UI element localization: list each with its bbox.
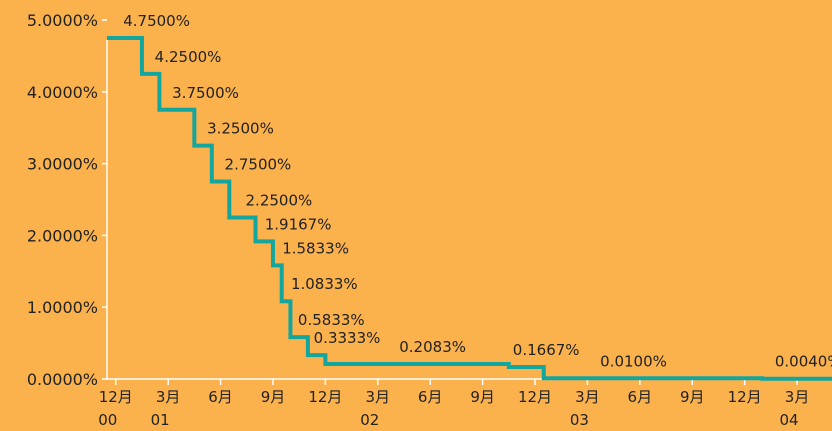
x-tick-month-label: 6月 — [418, 388, 443, 406]
x-tick-month-label: 3月 — [785, 388, 810, 406]
rate-value-label: 3.2500% — [207, 120, 274, 138]
rate-value-label: 0.0040% — [775, 353, 832, 371]
rate-value-label: 3.7500% — [172, 84, 239, 102]
x-tick-month-label: 9月 — [680, 388, 705, 406]
x-tick-month-label: 3月 — [366, 388, 391, 406]
x-tick-month-label: 12月 — [99, 388, 133, 406]
rate-value-label: 1.9167% — [265, 215, 332, 233]
x-tick-month-label: 6月 — [208, 388, 233, 406]
rate-value-label: 0.3333% — [314, 329, 381, 347]
rate-value-label: 2.2500% — [246, 191, 313, 209]
y-tick-label: 1.0000% — [27, 298, 98, 317]
rate-value-label: 1.5833% — [282, 239, 349, 257]
rate-value-label: 4.2500% — [155, 48, 222, 66]
x-tick-month-label: 12月 — [308, 388, 342, 406]
y-tick-label: 5.0000% — [27, 11, 98, 30]
x-tick-month-label: 6月 — [628, 388, 653, 406]
y-tick-label: 3.0000% — [27, 155, 98, 174]
x-axis: 12月 00 3月 01 6月 9月 12月 3月 02 6月 9月 12月 3月 03 6月 9月 12月 3月… — [98, 378, 832, 429]
rate-value-label: 4.7500% — [123, 12, 190, 30]
y-tick-label: 4.0000% — [27, 83, 98, 102]
x-tick-year-label: 02 — [360, 411, 379, 429]
rate-value-label: 0.1667% — [513, 341, 580, 359]
x-tick-month-label: 3月 — [575, 388, 600, 406]
x-tick-year-label: 00 — [98, 411, 117, 429]
rate-value-label: 2.7500% — [225, 156, 292, 174]
x-tick-month-label: 12月 — [728, 388, 762, 406]
x-tick-month-label: 12月 — [518, 388, 552, 406]
x-tick-month-label: 9月 — [470, 388, 495, 406]
y-axis: 0.0000% 1.0000% 2.0000% 3.0000% 4.0000% 5.000… — [27, 11, 108, 389]
rate-step-line — [107, 35, 832, 381]
rate-value-label: 0.5833% — [298, 311, 365, 329]
rate-value-label: 0.2083% — [399, 338, 466, 356]
rate-value-label: 1.0833% — [291, 275, 358, 293]
rate-value-label: 0.0100% — [600, 352, 667, 370]
x-tick-year-label: 03 — [570, 411, 589, 429]
value-labels: 4.7500% 4.2500% 3.7500% 3.2500% 2.7500% 2.250… — [123, 12, 832, 371]
y-tick-label: 0.0000% — [27, 370, 98, 389]
x-tick-year-label: 04 — [780, 411, 799, 429]
y-tick-label: 2.0000% — [27, 226, 98, 245]
x-tick-year-label: 01 — [151, 411, 170, 429]
x-tick-month-label: 9月 — [261, 388, 286, 406]
x-tick-month-label: 3月 — [156, 388, 181, 406]
